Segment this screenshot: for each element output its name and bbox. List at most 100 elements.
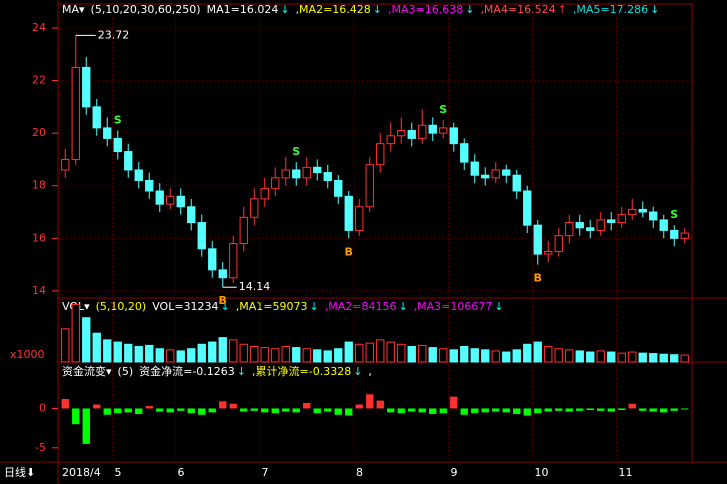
extreme-label: 14.14 — [239, 280, 271, 293]
flow-bar — [544, 408, 552, 412]
volume-bar — [82, 317, 91, 363]
flow-bar — [397, 408, 405, 414]
volume-bar — [124, 343, 133, 363]
volume-bar — [512, 349, 521, 363]
volume-bar — [281, 346, 290, 363]
flow-bar — [492, 408, 500, 412]
candle-body — [439, 127, 448, 134]
flow-bar — [649, 408, 657, 412]
flow-bar — [177, 408, 185, 411]
volume-bar — [155, 348, 164, 363]
y-tick-label: -5 — [35, 441, 46, 454]
candle-body — [596, 219, 605, 231]
candle-body — [554, 235, 563, 252]
flow-bar — [124, 408, 132, 413]
candle-body — [638, 208, 647, 213]
candle-body — [250, 198, 259, 218]
flow-bar — [618, 408, 626, 411]
candle-body — [355, 206, 364, 231]
flow-bar — [460, 408, 468, 415]
candle-body — [82, 66, 91, 108]
volume-bar — [176, 350, 185, 363]
header-item: (5,10,20) — [96, 300, 147, 313]
header-arrow: ↓ — [237, 365, 246, 378]
candle-body — [386, 135, 395, 145]
candle-body — [302, 166, 311, 179]
volume-bar — [575, 350, 584, 363]
header-arrow: ↓ — [373, 3, 382, 16]
volume-bar — [229, 339, 238, 363]
candle-body — [460, 143, 469, 163]
flow-bar — [418, 408, 426, 413]
header-arrow: ↓ — [494, 300, 503, 313]
candle-body — [71, 66, 80, 160]
candle-body — [397, 130, 406, 137]
candle-body — [586, 227, 595, 231]
header-arrow: ↓ — [280, 3, 289, 16]
candle-body — [176, 195, 185, 208]
volume-bar — [376, 339, 385, 363]
flow-bar — [324, 408, 332, 412]
x-tick-label: 8 — [356, 466, 363, 479]
volume-bar — [365, 342, 374, 363]
candle-body — [124, 151, 133, 171]
flow-bar — [450, 396, 458, 409]
volume-bar — [617, 352, 626, 363]
flow-bar — [313, 408, 321, 414]
signal: S — [114, 114, 122, 127]
header-item: ,MA5=17.286 — [573, 3, 648, 16]
flow-bar — [166, 408, 174, 413]
volume-bar — [271, 348, 280, 363]
candle-body — [512, 174, 521, 192]
volume-bar — [670, 354, 679, 363]
header-item: 资金净流=-0.1263 — [139, 364, 235, 378]
volume-bar — [460, 346, 469, 363]
flow-bar — [93, 404, 101, 409]
candle-body — [365, 164, 374, 208]
volume-bar — [292, 347, 301, 363]
candle-body — [229, 243, 238, 279]
volume-bar — [502, 351, 511, 363]
volume-bar — [239, 343, 248, 363]
flow-bar — [523, 408, 531, 416]
x-tick-label: 9 — [451, 466, 458, 479]
y-tick-label: 0 — [39, 401, 46, 414]
volume-bar — [428, 347, 437, 363]
y-tick-label: 24 — [32, 21, 46, 34]
volume-bar — [554, 348, 563, 363]
flow-bar — [481, 408, 489, 413]
candle-body — [502, 169, 511, 176]
period-button[interactable]: 日线⬇ — [4, 465, 35, 479]
header-item: ,MA4=16.524 — [480, 3, 555, 16]
flow-bar — [229, 403, 237, 409]
volume-bar — [187, 348, 196, 363]
volume-bar — [323, 350, 332, 363]
flow-bar — [639, 408, 647, 411]
candle-body — [334, 179, 343, 197]
candle-body — [134, 169, 143, 181]
candle-body — [533, 224, 542, 255]
candle-body — [166, 195, 175, 205]
candle-body — [680, 232, 689, 239]
signal: B — [219, 294, 227, 307]
volume-bar — [313, 349, 322, 363]
candle-body — [313, 166, 322, 174]
flow-bar — [187, 408, 195, 414]
candle-body — [260, 187, 269, 200]
volume-unit: x1000 — [10, 348, 45, 361]
x-tick-label: 7 — [262, 466, 269, 479]
flow-bar — [334, 408, 342, 415]
volume-bar — [61, 328, 70, 363]
header-item: (5) — [118, 365, 134, 378]
flow-bar — [114, 408, 122, 414]
volume-bar — [418, 344, 427, 363]
volume-bar — [397, 343, 406, 363]
signal: S — [292, 145, 300, 158]
flow-bar — [597, 408, 605, 411]
volume-bar — [344, 341, 353, 363]
flow-bar — [555, 408, 563, 411]
header-arrow: ↓ — [221, 300, 230, 313]
candle-body — [565, 222, 574, 237]
candle-body — [649, 211, 658, 221]
signal: B — [534, 272, 542, 285]
